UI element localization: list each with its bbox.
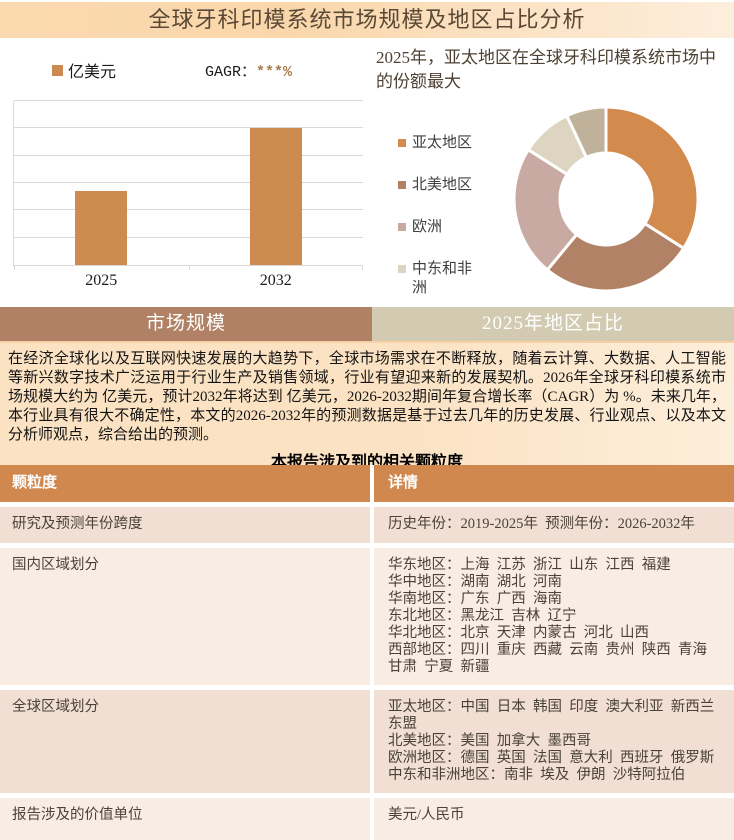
column-divider <box>370 507 374 543</box>
x-axis-label-2025: 2025 <box>85 272 118 289</box>
page-title: 全球牙科印模系统市场规模及地区占比分析 <box>0 2 734 38</box>
pie-legend-item: 中东和非洲 <box>398 260 478 298</box>
pie-chart-title: 2025年，亚太地区在全球牙科印模系统市场中的份额最大 <box>376 48 716 91</box>
table-cell-granularity: 研究及预测年份跨度 <box>0 507 370 543</box>
table-cell-granularity: 国内区域划分 <box>0 548 370 685</box>
pie-legend-item: 亚太地区 <box>398 134 478 153</box>
table-cell-granularity: 全球区域划分 <box>0 690 370 793</box>
pie-legend-swatch-icon <box>398 181 406 189</box>
bar-chart-panel: 亿美元 GAGR：***% 2025 2032 <box>0 38 370 307</box>
column-divider <box>370 548 374 685</box>
charts-section: 亿美元 GAGR：***% 2025 2032 2025年，亚太地区在全球牙科印模… <box>0 38 734 307</box>
detail-line: 华北地区：北京 天津 内蒙古 河北 山西 <box>388 625 649 641</box>
table-cell-granularity: 报告涉及的价值单位 <box>0 798 370 840</box>
section-tabs: 市场规模 2025年地区占比 <box>0 307 734 341</box>
table-cell-details: 华东地区：上海 江苏 浙江 山东 江西 福建 华中地区：湖南 湖北 河南 华南地区：… <box>374 548 734 685</box>
tab-market-size[interactable]: 市场规模 <box>0 307 372 341</box>
market-description: 在经济全球化以及互联网快速发展的大趋势下，全球市场需求在不断释放，随着云计算、大… <box>8 351 726 443</box>
x-axis-tick <box>362 265 363 270</box>
donut-slice-欧洲 <box>512 147 579 272</box>
donut-chart <box>512 105 700 293</box>
donut-slice-北美地区 <box>545 221 686 293</box>
bar-legend-label: 亿美元 <box>68 64 117 81</box>
legend-swatch-icon <box>52 64 63 76</box>
pie-legend-swatch-icon <box>398 223 406 231</box>
cagr-annotation: GAGR：***% <box>205 60 292 81</box>
tab-region-share[interactable]: 2025年地区占比 <box>372 307 734 341</box>
detail-line: 西部地区：四川 重庆 西藏 云南 贵州 陕西 青海 甘肃 宁夏 新疆 <box>388 642 715 675</box>
pie-legend-label: 中东和非洲 <box>412 261 473 296</box>
detail-line: 华南地区：广东 广西 海南 <box>388 591 562 607</box>
pie-legend-label: 北美地区 <box>412 177 473 193</box>
x-axis-tick <box>188 265 190 270</box>
pie-legend-swatch-icon <box>398 265 406 273</box>
gridline <box>14 127 363 129</box>
detail-line: 亚太地区：中国 日本 韩国 印度 澳大利亚 新西兰 东盟 <box>388 699 722 732</box>
detail-line: 中东和非洲地区：南非 埃及 伊朗 沙特阿拉伯 <box>388 767 686 783</box>
detail-line: 欧洲地区：德国 英国 法国 意大利 西班牙 俄罗斯 <box>388 750 715 766</box>
cagr-value: ***% <box>256 64 293 81</box>
donut-slice-亚太地区 <box>604 105 700 251</box>
table-row: 报告涉及的价值单位 美元/人民币 <box>0 798 734 840</box>
pie-legend-item: 欧洲 <box>398 218 478 237</box>
x-axis-tick <box>14 265 15 270</box>
gridline <box>14 182 363 183</box>
pie-legend-item: 北美地区 <box>398 176 478 195</box>
pie-chart-legend: 亚太地区北美地区欧洲中东和非洲 <box>398 134 478 321</box>
table-header-row: 颗粒度 详情 <box>0 465 734 502</box>
detail-line: 历史年份：2019-2025年 预测年份：2026-2032年 <box>388 516 695 532</box>
gridline <box>14 154 363 156</box>
table-row: 研究及预测年份跨度 历史年份：2019-2025年 预测年份：2026-2032年 <box>0 507 734 543</box>
gridline <box>14 209 363 211</box>
detail-line: 华东地区：上海 江苏 浙江 山东 江西 福建 <box>388 557 671 573</box>
gridline <box>14 100 363 101</box>
table-header-details: 详情 <box>374 465 734 502</box>
pie-legend-swatch-icon <box>398 139 406 147</box>
cagr-label: GAGR： <box>205 64 257 81</box>
description-section: 在经济全球化以及互联网快速发展的大趋势下，全球市场需求在不断释放，随着云计算、大… <box>0 341 734 471</box>
detail-line: 华中地区：湖南 湖北 河南 <box>388 574 562 590</box>
detail-line: 北美地区：美国 加拿大 墨西哥 <box>388 733 591 749</box>
granularity-table: 颗粒度 详情 研究及预测年份跨度 历史年份：2019-2025年 预测年份：202… <box>0 465 734 840</box>
donut-slice-segment-5 <box>564 105 608 160</box>
bar-chart-plot: 2025 2032 <box>13 100 363 289</box>
table-row: 全球区域划分 亚太地区：中国 日本 韩国 印度 澳大利亚 新西兰 东盟 北美地区：美… <box>0 690 734 793</box>
table-header-granularity: 颗粒度 <box>0 465 370 502</box>
table-cell-details: 亚太地区：中国 日本 韩国 印度 澳大利亚 新西兰 东盟 北美地区：美国 加拿大 … <box>374 690 734 793</box>
table-cell-details: 历史年份：2019-2025年 预测年份：2026-2032年 <box>374 507 734 543</box>
pie-legend-label: 欧洲 <box>412 219 443 235</box>
table-cell-details: 美元/人民币 <box>374 798 734 840</box>
table-row: 国内区域划分 华东地区：上海 江苏 浙江 山东 江西 福建 华中地区：湖南 湖北 河… <box>0 548 734 685</box>
column-divider <box>370 690 374 793</box>
detail-line: 东北地区：黑龙江 吉林 辽宁 <box>388 608 577 624</box>
x-axis-label-2032: 2032 <box>259 272 292 289</box>
column-divider <box>370 465 374 502</box>
bar-2032 <box>249 128 302 265</box>
gridline <box>14 236 363 238</box>
bar-chart-legend: 亿美元 <box>52 58 116 82</box>
pie-chart-panel: 2025年，亚太地区在全球牙科印模系统市场中的份额最大 亚太地区北美地区欧洲中东… <box>370 38 734 307</box>
bar-2025 <box>75 191 128 265</box>
pie-legend-label: 亚太地区 <box>412 135 473 151</box>
